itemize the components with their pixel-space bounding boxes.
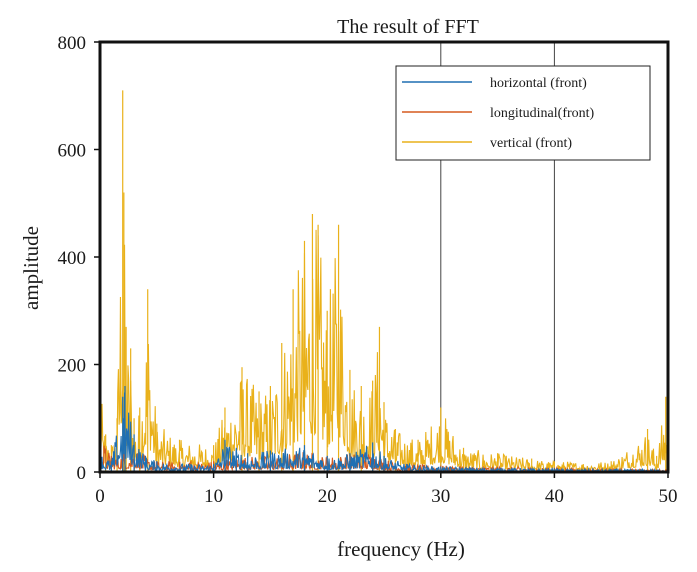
y-tick-label: 800 <box>58 33 87 54</box>
y-axis-ticks: 0 200 400 600 800 <box>58 33 100 484</box>
x-tick-label: 40 <box>545 486 564 507</box>
legend: horizontal (front) longitudinal(front) ver… <box>395 65 651 161</box>
legend-label: vertical (front) <box>490 136 572 151</box>
chart-title: The result of FFT <box>337 16 479 38</box>
x-axis-ticks: 0 10 20 30 40 50 <box>95 472 678 507</box>
x-tick-label: 10 <box>204 486 223 507</box>
x-tick-label: 0 <box>95 486 105 507</box>
y-tick-label: 600 <box>58 141 87 162</box>
x-axis-label: frequency (Hz) <box>337 537 465 561</box>
y-tick-label: 400 <box>58 248 87 269</box>
y-tick-label: 0 <box>77 463 87 484</box>
x-tick-label: 30 <box>431 486 450 507</box>
legend-label: horizontal (front) <box>490 76 587 91</box>
y-axis-label: amplitude <box>19 226 43 310</box>
x-tick-label: 20 <box>318 486 337 507</box>
x-tick-label: 50 <box>659 486 678 507</box>
y-tick-label: 200 <box>58 356 87 377</box>
legend-label: longitudinal(front) <box>490 106 595 121</box>
